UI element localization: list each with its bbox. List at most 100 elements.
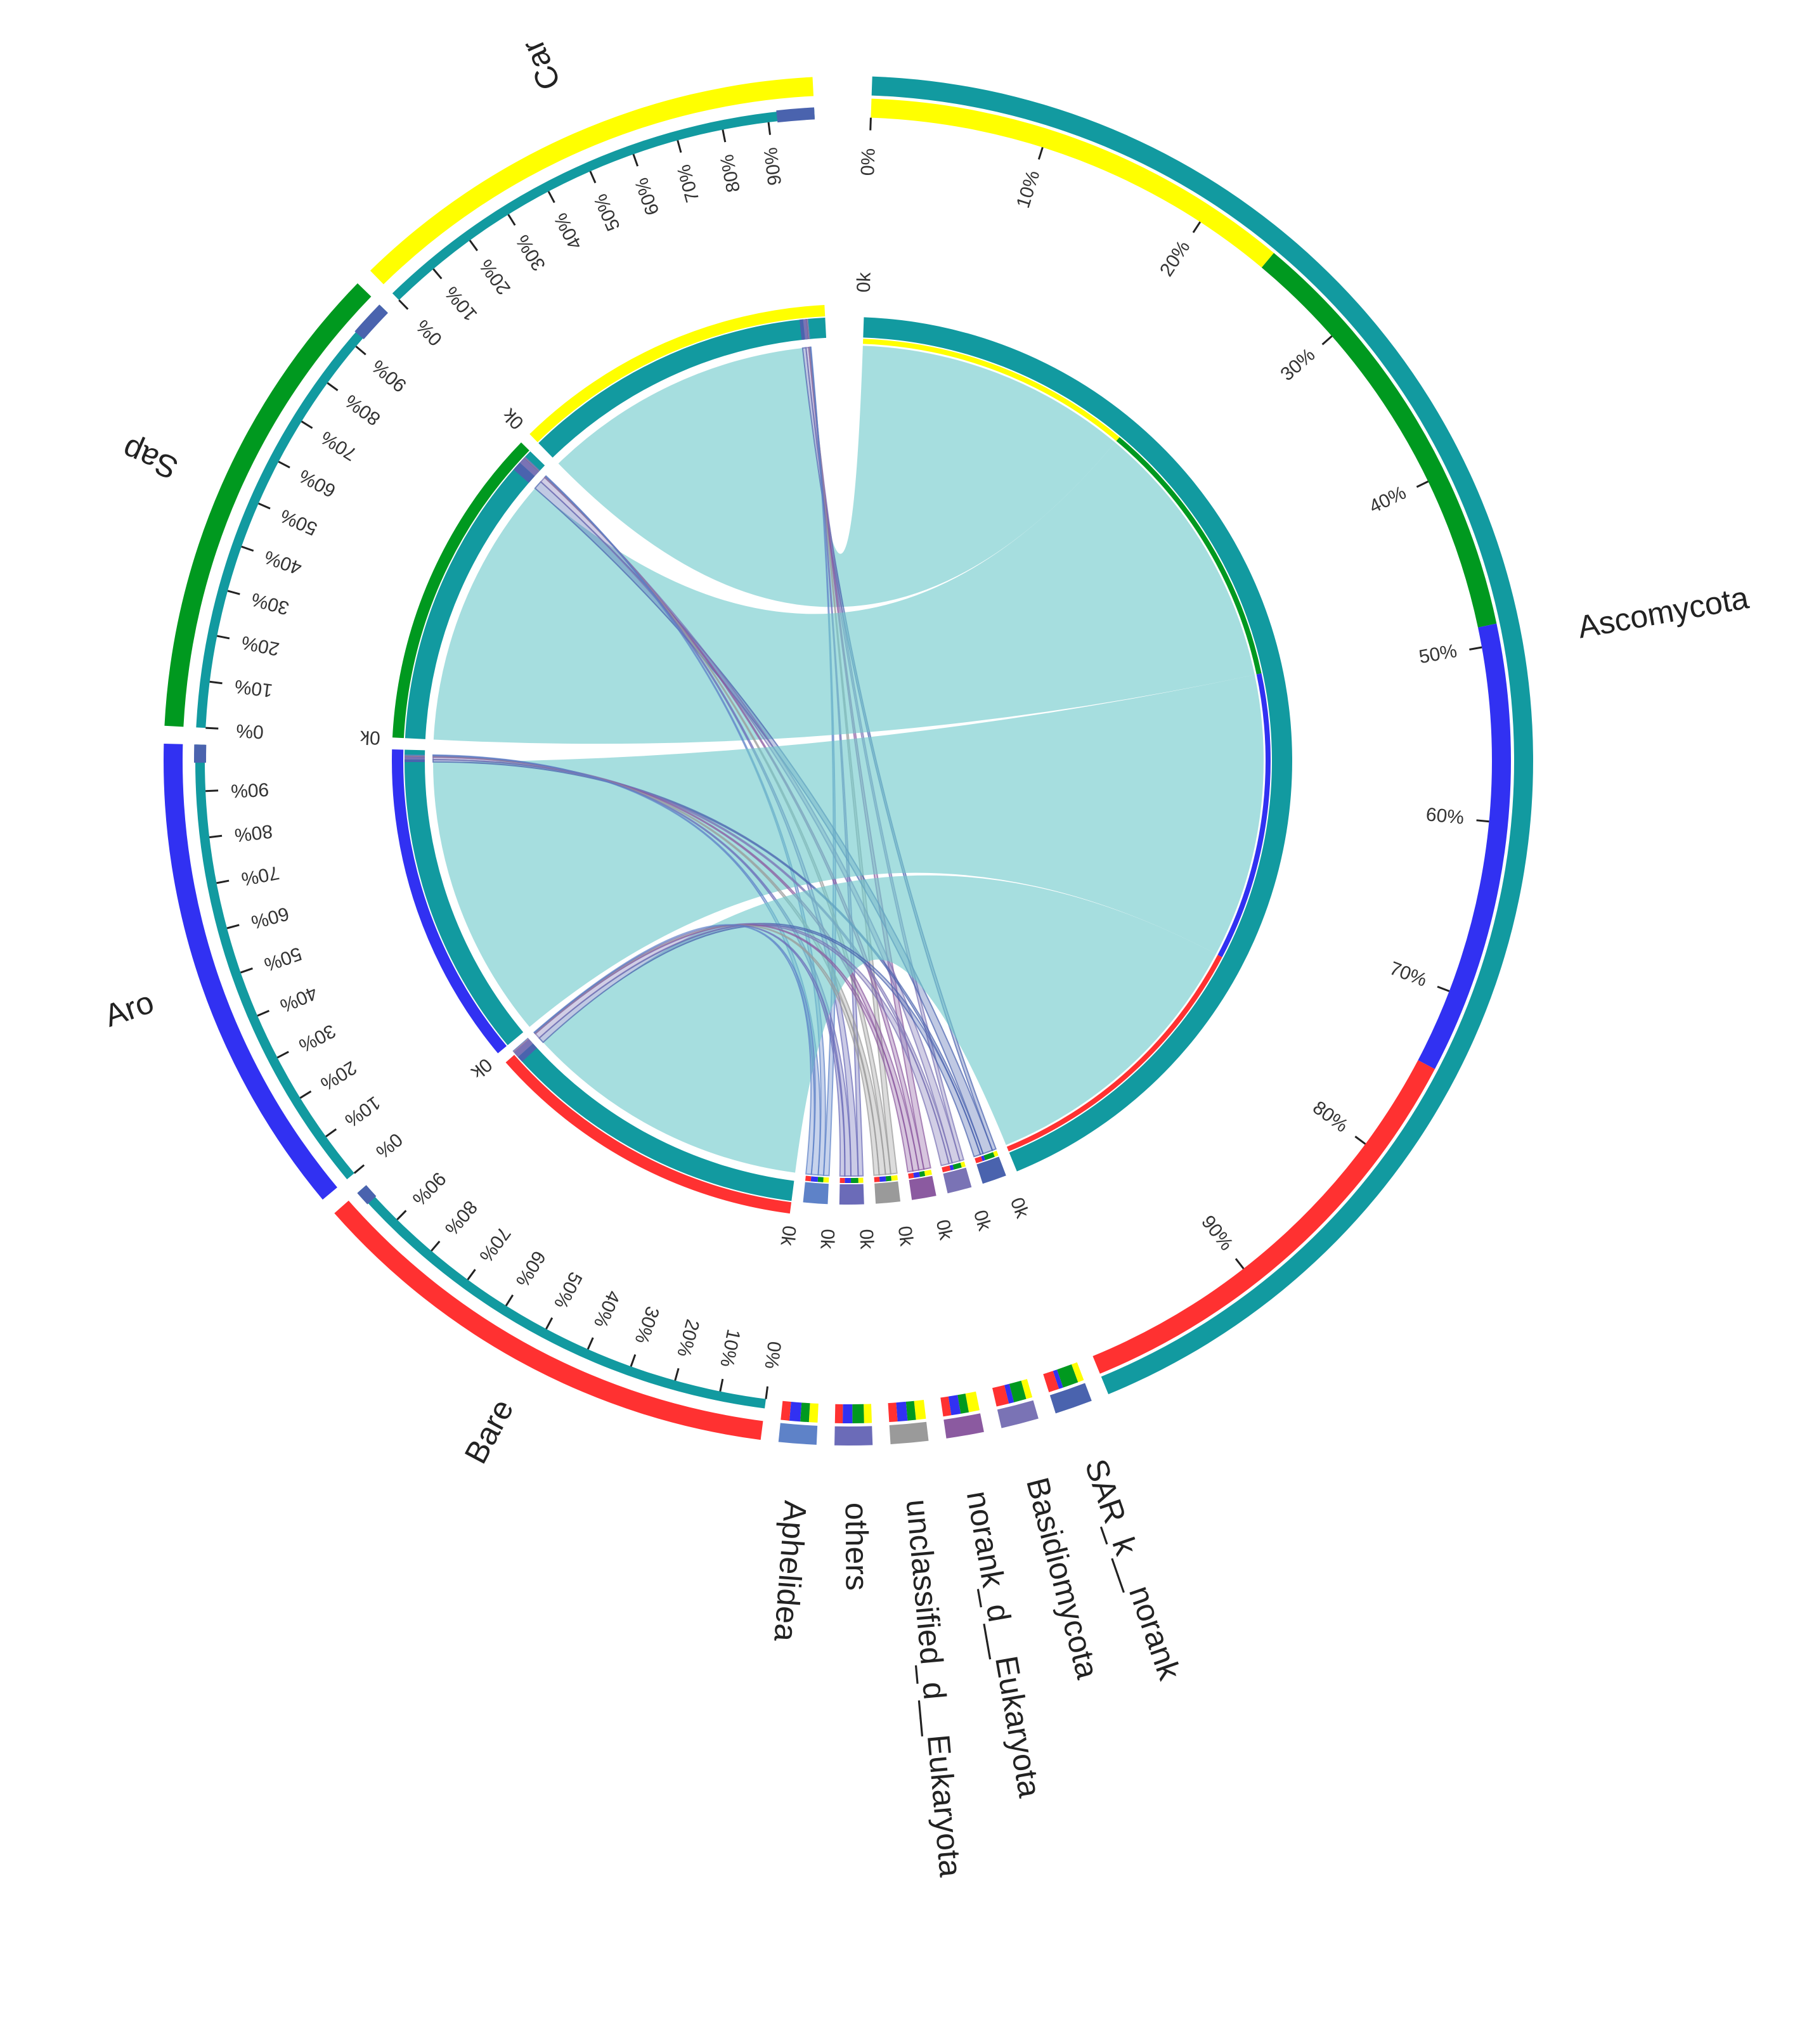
tick-label-bare: 70% [475,1223,514,1266]
composition-seg-others [843,1404,853,1423]
sector-arc-aro [404,749,524,1045]
tick-car [507,214,516,226]
tick-label-car: 20% [476,256,515,299]
composition-seg-norank-d--eukaryota [957,1394,969,1414]
ribbon-aro-ascomycota [433,675,1264,1027]
tick-sap [241,545,254,552]
sector-arc-aphelidea [803,1182,829,1205]
tick-car [398,299,409,310]
tick-sap [301,420,313,429]
tick-label-ascomycota: 20% [1156,237,1194,280]
tick-label-sap: 70% [317,427,360,465]
sector-arc-unclassified-d--eukaryota [874,1181,901,1204]
tick-bare [765,1386,769,1399]
outer-arc-aro [164,744,337,1200]
tick-ascomycota [1192,221,1202,233]
tick-label-aro: 20% [317,1057,360,1095]
tick-label-ascomycota: 70% [1387,958,1430,991]
zero-label-aro: 0k [467,1054,496,1083]
ribbon-bare-ascomycota [543,875,1216,1173]
sector-seg-car [803,319,808,340]
tick-label-car: 70% [673,162,704,205]
composition-seg-ascomycota [871,98,1274,268]
tick-bare [545,1317,554,1329]
ribbons-layer [432,346,1264,1177]
sector-label-car: Car [514,34,567,95]
tick-aro [299,1090,312,1099]
tick-label-bare: 40% [590,1288,624,1331]
tick-label-sap: 10% [233,675,274,701]
tick-ascomycota [1476,819,1489,823]
sector-seg-sar-k--norank [993,1151,999,1157]
sector-seg-sap [524,457,540,472]
tick-ascomycota [1354,1135,1366,1145]
zero-label-car: 0k [498,404,528,433]
tick-car [767,122,772,135]
composition-seg-sar-k--norank [1057,1364,1079,1388]
composition-seg-unclassified-d--eukaryota [896,1401,908,1422]
sector-color-arc-aro [392,749,507,1054]
tick-bare [396,1210,407,1220]
ribbon-car-ascomycota [558,346,1115,607]
tick-label-ascomycota: 60% [1425,804,1465,829]
composition-seg-aphelidea [781,1400,791,1421]
composition-seg-aphelidea [808,1403,819,1423]
tick-label-bare: 20% [673,1317,703,1359]
composition-seg-ascomycota [1092,1060,1435,1374]
sector-seg-unclassified-d--eukaryota [885,1175,891,1182]
tick-sap [216,635,230,640]
zero-label-norank-d--eukaryota: 0k [932,1218,957,1243]
tick-bare [586,1337,594,1350]
sector-seg-aphelidea [805,1175,812,1182]
sector-seg-sar-k--norank [983,1152,995,1161]
sector-seg-norank-d--eukaryota [908,1173,914,1179]
ribbon-aro-aphelidea [432,754,821,1176]
sector-seg-car [807,318,810,339]
tick-label-aro: 50% [261,943,304,975]
tick-label-aro: 90% [230,779,269,801]
tick-sap [227,590,240,595]
tick-car [432,268,443,280]
tick-sap [278,460,290,469]
sector-seg-car [806,319,809,340]
ribbon-bare-aphelidea [533,924,816,1175]
tick-bare [719,1378,724,1392]
sector-label-unclassified-d--eukaryota: unclassified_d__Eukaryota [900,1497,969,1878]
tick-label-ascomycota: 40% [1366,482,1409,517]
sector-arc-car [538,317,827,458]
tick-label-ascomycota: 0% [857,148,879,176]
tick-label-sap: 90% [368,356,410,396]
ribbon-bare-others [533,924,846,1177]
tick-label-aro: 70% [240,862,281,889]
composition-minor-car [776,107,815,123]
sector-seg-bare [514,1039,533,1058]
sector-seg-unclassified-d--eukaryota [874,1177,880,1182]
sector-arc-basidiomycota [943,1167,972,1194]
outer-arc-others [834,1426,873,1446]
sector-seg-car [799,319,805,340]
composition-seg-unclassified-d--eukaryota [914,1400,926,1420]
tick-sap [209,680,223,685]
sector-seg-bare [513,1038,529,1052]
composition-arc-aro [195,744,354,1180]
zero-label-sar-k--norank: 0k [1006,1194,1033,1221]
composition-seg-norank-d--eukaryota [940,1396,952,1417]
tick-label-bare: 50% [550,1269,586,1312]
outer-arc-sar-k--norank [1049,1383,1092,1414]
composition-seg-sar-k--norank [1071,1362,1084,1383]
tick-bare [674,1368,680,1381]
tick-label-aro: 10% [341,1092,384,1131]
composition-minor-sap [354,304,388,340]
tick-aro [276,1051,289,1059]
sector-seg-bare [517,1043,537,1062]
tick-label-sap: 80% [341,390,384,429]
sector-seg-aphelidea [817,1177,824,1182]
composition-seg-basidiomycota [1021,1379,1033,1399]
tick-label-bare: 60% [512,1247,550,1290]
zero-label-bare: 0k [776,1224,800,1248]
tick-car [722,129,727,143]
tick-car [589,171,597,184]
sector-color-arc-sap [392,442,529,739]
sector-seg-norank-d--eukaryota [913,1172,920,1178]
